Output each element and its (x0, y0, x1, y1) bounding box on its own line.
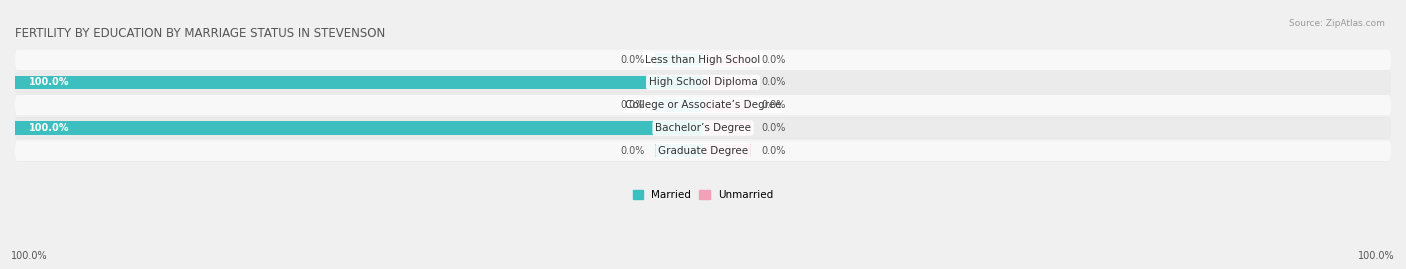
Text: 0.0%: 0.0% (762, 77, 786, 87)
Text: Graduate Degree: Graduate Degree (658, 146, 748, 156)
Bar (655, 99, 703, 112)
Text: 100.0%: 100.0% (11, 251, 48, 261)
Text: 0.0%: 0.0% (762, 55, 786, 65)
Bar (703, 144, 751, 157)
Text: College or Associate’s Degree: College or Associate’s Degree (624, 100, 782, 110)
Text: Bachelor’s Degree: Bachelor’s Degree (655, 123, 751, 133)
FancyBboxPatch shape (15, 118, 1391, 139)
Bar (703, 121, 751, 134)
Bar (655, 53, 703, 66)
Text: 100.0%: 100.0% (28, 123, 69, 133)
FancyBboxPatch shape (15, 49, 1391, 70)
Bar (703, 99, 751, 112)
Text: 100.0%: 100.0% (28, 77, 69, 87)
Bar (15, 121, 703, 134)
FancyBboxPatch shape (15, 94, 1391, 116)
Text: High School Diploma: High School Diploma (648, 77, 758, 87)
Bar (15, 76, 703, 89)
FancyBboxPatch shape (15, 140, 1391, 161)
Legend: Married, Unmarried: Married, Unmarried (628, 186, 778, 204)
Text: 0.0%: 0.0% (620, 55, 644, 65)
Bar (655, 144, 703, 157)
Text: 100.0%: 100.0% (1358, 251, 1395, 261)
Text: 0.0%: 0.0% (762, 146, 786, 156)
Text: 0.0%: 0.0% (620, 146, 644, 156)
FancyBboxPatch shape (15, 72, 1391, 93)
Text: Less than High School: Less than High School (645, 55, 761, 65)
FancyBboxPatch shape (15, 117, 1391, 139)
FancyBboxPatch shape (15, 49, 1391, 70)
Text: FERTILITY BY EDUCATION BY MARRIAGE STATUS IN STEVENSON: FERTILITY BY EDUCATION BY MARRIAGE STATU… (15, 27, 385, 40)
Text: 0.0%: 0.0% (620, 100, 644, 110)
Bar (703, 76, 751, 89)
Text: 0.0%: 0.0% (762, 123, 786, 133)
FancyBboxPatch shape (15, 95, 1391, 116)
FancyBboxPatch shape (15, 140, 1391, 161)
Text: Source: ZipAtlas.com: Source: ZipAtlas.com (1289, 19, 1385, 28)
Bar (703, 53, 751, 66)
FancyBboxPatch shape (15, 72, 1391, 93)
Text: 0.0%: 0.0% (762, 100, 786, 110)
